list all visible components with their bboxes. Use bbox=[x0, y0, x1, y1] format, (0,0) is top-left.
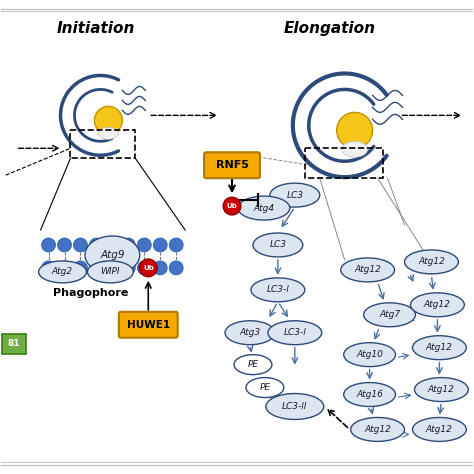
Text: RNF5: RNF5 bbox=[216, 160, 248, 170]
Circle shape bbox=[139, 259, 157, 277]
Circle shape bbox=[42, 261, 55, 275]
Text: HUWE1: HUWE1 bbox=[127, 320, 170, 330]
Circle shape bbox=[223, 197, 241, 215]
Ellipse shape bbox=[344, 383, 395, 407]
Ellipse shape bbox=[351, 418, 404, 441]
Circle shape bbox=[169, 261, 183, 275]
Ellipse shape bbox=[270, 183, 320, 207]
Ellipse shape bbox=[266, 393, 324, 419]
FancyBboxPatch shape bbox=[2, 334, 26, 354]
Ellipse shape bbox=[412, 418, 466, 441]
Text: Atg12: Atg12 bbox=[364, 425, 391, 434]
Text: Phagophore: Phagophore bbox=[53, 288, 128, 298]
Text: WIPI: WIPI bbox=[100, 267, 120, 276]
Ellipse shape bbox=[246, 378, 284, 398]
Text: Atg16: Atg16 bbox=[356, 390, 383, 399]
Circle shape bbox=[42, 238, 55, 252]
Text: Atg9: Atg9 bbox=[100, 250, 125, 260]
Text: LC3-ll: LC3-ll bbox=[282, 402, 308, 411]
Text: LC3-l: LC3-l bbox=[266, 285, 289, 294]
Ellipse shape bbox=[85, 236, 140, 274]
Text: Atg12: Atg12 bbox=[426, 343, 453, 352]
Text: Atg7: Atg7 bbox=[379, 310, 400, 319]
Ellipse shape bbox=[364, 303, 416, 327]
Bar bbox=[71, 130, 135, 158]
Ellipse shape bbox=[253, 233, 303, 257]
FancyBboxPatch shape bbox=[204, 152, 260, 178]
Text: Elongation: Elongation bbox=[284, 21, 376, 36]
Text: LC3: LC3 bbox=[286, 191, 303, 200]
Circle shape bbox=[121, 261, 135, 275]
Ellipse shape bbox=[342, 141, 368, 157]
Ellipse shape bbox=[99, 128, 118, 139]
Text: Atg12: Atg12 bbox=[418, 257, 445, 266]
Text: Atg12: Atg12 bbox=[354, 265, 381, 274]
Text: Ub: Ub bbox=[143, 265, 154, 271]
Circle shape bbox=[57, 261, 72, 275]
Ellipse shape bbox=[410, 293, 465, 317]
Ellipse shape bbox=[404, 250, 458, 274]
Ellipse shape bbox=[344, 343, 395, 366]
Ellipse shape bbox=[225, 321, 275, 345]
Circle shape bbox=[73, 238, 87, 252]
Ellipse shape bbox=[251, 278, 305, 302]
Ellipse shape bbox=[341, 258, 394, 282]
Text: LC3-l: LC3-l bbox=[283, 328, 306, 337]
Text: LC3: LC3 bbox=[269, 240, 286, 249]
Text: Atg12: Atg12 bbox=[428, 385, 455, 394]
Circle shape bbox=[137, 238, 151, 252]
Text: 81: 81 bbox=[8, 339, 20, 348]
Circle shape bbox=[153, 261, 167, 275]
Text: Atg2: Atg2 bbox=[52, 267, 73, 276]
Text: PE: PE bbox=[247, 360, 258, 369]
Circle shape bbox=[57, 238, 72, 252]
Circle shape bbox=[94, 106, 122, 134]
Circle shape bbox=[90, 261, 103, 275]
Text: Atg3: Atg3 bbox=[239, 328, 261, 337]
Ellipse shape bbox=[268, 321, 322, 345]
Circle shape bbox=[105, 261, 119, 275]
Text: Initiation: Initiation bbox=[56, 21, 135, 36]
Text: Ub: Ub bbox=[227, 203, 237, 209]
Ellipse shape bbox=[38, 261, 86, 283]
Text: Atg4: Atg4 bbox=[254, 204, 274, 212]
Text: Atg10: Atg10 bbox=[356, 350, 383, 359]
Circle shape bbox=[153, 238, 167, 252]
Circle shape bbox=[137, 261, 151, 275]
Text: Atg12: Atg12 bbox=[426, 425, 453, 434]
FancyBboxPatch shape bbox=[119, 312, 178, 337]
Circle shape bbox=[121, 238, 135, 252]
Circle shape bbox=[105, 238, 119, 252]
Ellipse shape bbox=[412, 336, 466, 360]
Circle shape bbox=[73, 261, 87, 275]
Ellipse shape bbox=[234, 355, 272, 374]
Circle shape bbox=[90, 238, 103, 252]
Ellipse shape bbox=[238, 196, 290, 220]
Text: Atg12: Atg12 bbox=[424, 301, 451, 310]
Ellipse shape bbox=[414, 378, 468, 401]
Circle shape bbox=[337, 112, 373, 148]
Circle shape bbox=[169, 238, 183, 252]
Text: PE: PE bbox=[259, 383, 271, 392]
Bar bbox=[305, 148, 383, 178]
Ellipse shape bbox=[87, 261, 133, 283]
